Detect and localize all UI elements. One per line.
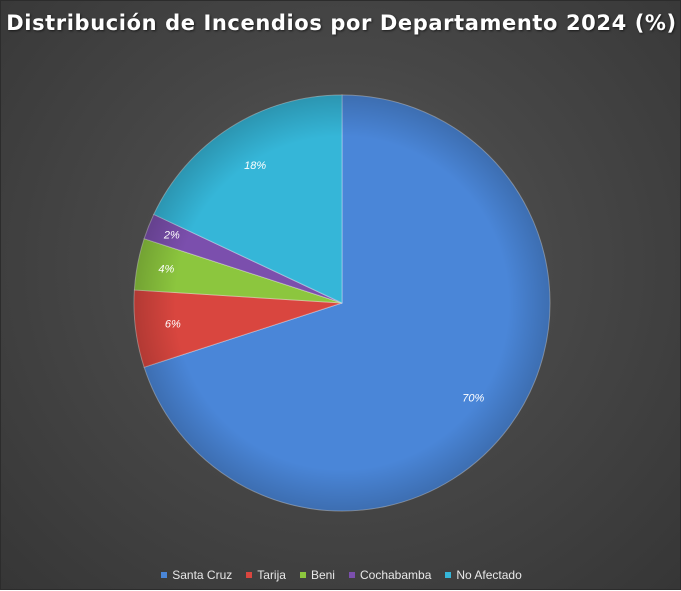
legend-item-beni: Beni <box>300 568 335 582</box>
legend-label-santa-cruz: Santa Cruz <box>172 568 232 582</box>
chart-legend: Santa Cruz Tarija Beni Cochabamba No Afectad… <box>1 568 681 582</box>
data-label-santa-cruz: 70% <box>462 392 484 404</box>
data-label-no-afectado: 18% <box>244 160 266 172</box>
legend-swatch-tarija <box>246 572 252 578</box>
data-label-cochabamba: 2% <box>163 230 180 242</box>
data-label-beni: 4% <box>158 263 174 275</box>
legend-swatch-no-afectado <box>445 572 451 578</box>
legend-label-cochabamba: Cochabamba <box>360 568 431 582</box>
legend-label-no-afectado: No Afectado <box>456 568 521 582</box>
legend-label-tarija: Tarija <box>257 568 286 582</box>
legend-item-cochabamba: Cochabamba <box>349 568 431 582</box>
legend-swatch-santa-cruz <box>161 572 167 578</box>
legend-item-santa-cruz: Santa Cruz <box>161 568 232 582</box>
legend-swatch-beni <box>300 572 306 578</box>
legend-label-beni: Beni <box>311 568 335 582</box>
legend-item-tarija: Tarija <box>246 568 286 582</box>
legend-swatch-cochabamba <box>349 572 355 578</box>
data-label-tarija: 6% <box>165 318 181 330</box>
legend-item-no-afectado: No Afectado <box>445 568 521 582</box>
